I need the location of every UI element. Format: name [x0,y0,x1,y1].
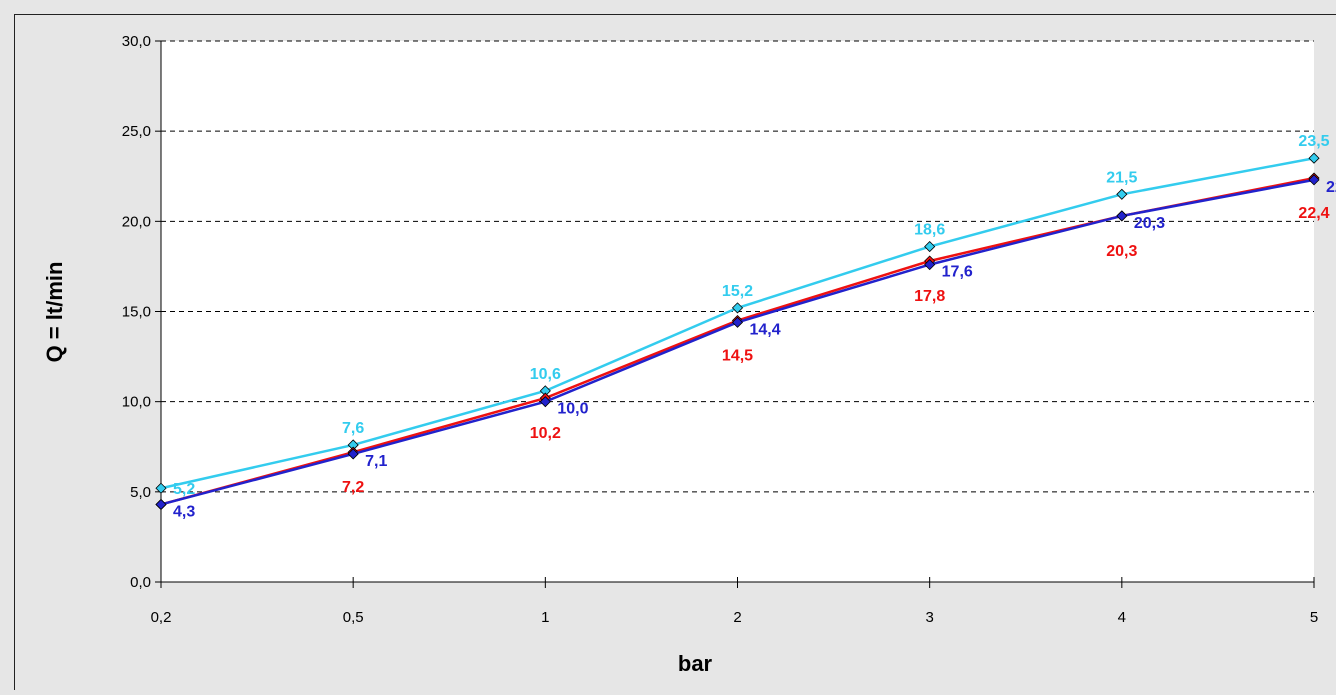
y-tick-label: 25,0 [122,123,151,140]
data-label: 22,3 [1326,179,1336,196]
y-tick-label: 10,0 [122,394,151,411]
data-label: 17,8 [914,288,945,305]
data-label: 18,6 [914,222,945,239]
data-label: 14,5 [722,348,753,365]
y-tick-label: 30,0 [122,33,151,50]
x-axis-title: bar [678,651,713,676]
x-tick-label: 3 [925,609,933,626]
y-tick-label: 0,0 [130,574,151,591]
data-label: 7,6 [342,420,364,437]
data-label: 10,0 [557,401,588,418]
data-label: 10,6 [530,366,561,383]
data-label: 20,3 [1106,243,1137,260]
x-tick-label: 2 [733,609,741,626]
data-label: 10,2 [530,425,561,442]
x-tick-label: 4 [1118,609,1126,626]
x-tick-label: 0,5 [343,609,364,626]
data-label: 14,4 [750,321,781,338]
data-label: 7,2 [342,479,364,496]
data-label: 23,5 [1298,133,1329,150]
x-tick-label: 0,2 [151,609,172,626]
data-label: 15,2 [722,283,753,300]
data-label: 5,2 [173,481,195,498]
y-tick-label: 20,0 [122,213,151,230]
x-tick-label: 5 [1310,609,1318,626]
data-label: 4,3 [173,503,195,520]
data-label: 22,4 [1298,205,1329,222]
data-label: 7,1 [365,453,387,470]
y-axis-title: Q = lt/min [42,262,67,363]
y-tick-label: 5,0 [130,484,151,501]
data-label: 17,6 [942,264,973,281]
data-label: 21,5 [1106,169,1137,186]
y-tick-label: 15,0 [122,304,151,321]
data-label: 20,3 [1134,215,1165,232]
x-tick-label: 1 [541,609,549,626]
